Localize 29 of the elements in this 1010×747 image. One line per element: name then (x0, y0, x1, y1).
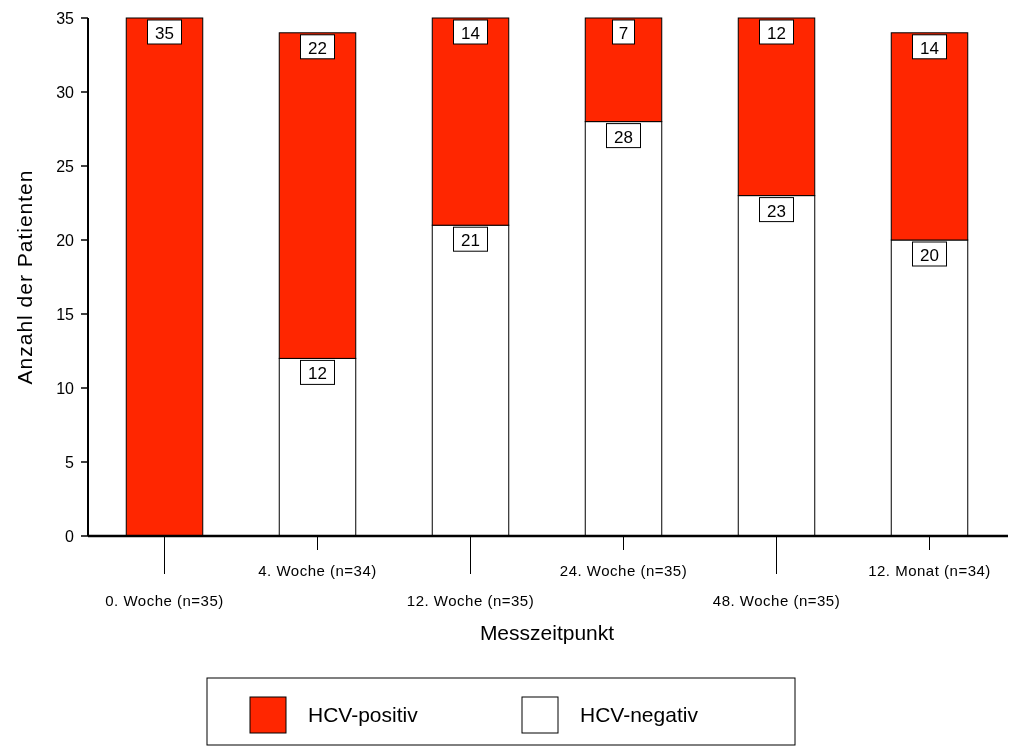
x-tick-label: 24. Woche (n=35) (559, 562, 688, 579)
data-label: 35 (155, 24, 174, 43)
data-label: 7 (618, 24, 629, 43)
x-tick-label: 0. Woche (n=35) (105, 592, 224, 609)
y-tick-label: 15 (56, 306, 75, 323)
data-label: 14 (920, 38, 939, 58)
y-tick-label: 35 (56, 10, 75, 27)
x-tick-label: 48. Woche (n=35) (712, 592, 841, 609)
y-axis-title: Anzahl der Patienten (13, 169, 36, 385)
y-tick-label: 30 (56, 84, 75, 101)
legend-label: HCV-negativ (580, 703, 699, 726)
y-tick-label: 20 (56, 232, 75, 249)
x-tick-label: 4. Woche (n=34) (258, 562, 377, 579)
y-tick-label: 10 (56, 380, 75, 397)
y-tick-label: 5 (65, 454, 75, 471)
data-label: 23 (767, 201, 786, 221)
data-label: 12 (767, 24, 786, 43)
data-label: 20 (920, 246, 939, 265)
data-label: 28 (614, 127, 633, 147)
x-tick-label: 12. Monat (n=34) (868, 562, 991, 579)
data-label: 12 (308, 364, 327, 384)
data-label: 14 (461, 24, 480, 43)
legend-label: HCV-positiv (308, 703, 419, 726)
y-tick-label: 25 (56, 158, 75, 175)
x-axis-title: Messzeitpunkt (479, 621, 615, 644)
y-tick-label: 0 (65, 528, 75, 545)
x-tick-label: 12. Woche (n=35) (406, 592, 535, 609)
data-label: 22 (308, 38, 327, 58)
data-label: 21 (461, 231, 480, 251)
